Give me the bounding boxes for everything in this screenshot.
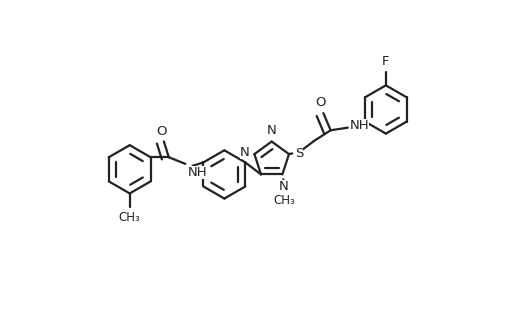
Text: N: N [267,124,277,137]
Text: NH: NH [187,166,207,179]
Text: O: O [156,125,167,138]
Text: CH₃: CH₃ [273,194,295,207]
Text: CH₃: CH₃ [119,211,141,224]
Text: NH: NH [350,120,370,132]
Text: F: F [382,55,390,68]
Text: N: N [240,146,250,159]
Text: O: O [315,96,325,109]
Text: N: N [279,180,289,193]
Text: S: S [295,147,303,160]
